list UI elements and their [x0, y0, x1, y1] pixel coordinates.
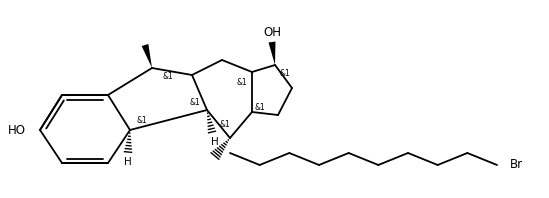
Text: &1: &1 [237, 77, 248, 87]
Text: HO: HO [8, 124, 26, 136]
Polygon shape [268, 42, 276, 65]
Text: &1: &1 [189, 97, 200, 107]
Text: &1: &1 [163, 71, 173, 81]
Text: &1: &1 [137, 115, 147, 125]
Polygon shape [142, 44, 152, 68]
Text: Br: Br [510, 158, 523, 171]
Text: OH: OH [263, 26, 281, 38]
Text: &1: &1 [220, 120, 231, 129]
Text: H: H [211, 137, 219, 147]
Text: H: H [124, 157, 132, 167]
Text: &1: &1 [279, 69, 290, 77]
Text: &1: &1 [255, 103, 265, 111]
